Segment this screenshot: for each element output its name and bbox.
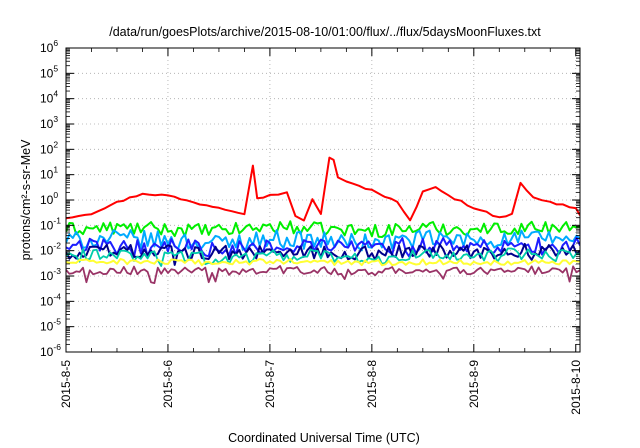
y-tick-label-base: 10: [40, 345, 54, 359]
y-tick-label: 104: [40, 89, 58, 106]
y-tick-label-base: 10: [40, 269, 54, 283]
series-group: [66, 156, 580, 284]
y-tick-label-base: 10: [40, 294, 54, 308]
y-tick-label-exponent: 2: [53, 139, 58, 149]
x-tick-label: 2015-8-8: [365, 360, 379, 408]
y-tick-label: 10-4: [40, 291, 61, 308]
y-tick-label-base: 10: [40, 142, 54, 156]
y-tick-label-exponent: -5: [53, 317, 61, 327]
y-tick-label: 10-5: [40, 317, 61, 334]
series-line: [66, 257, 580, 267]
y-tick-label: 103: [40, 114, 58, 131]
y-tick-label-exponent: -2: [53, 241, 61, 251]
axis-ticks: 10-610-510-410-310-210-11001011021031041…: [40, 38, 583, 415]
x-tick-label: 2015-8-10: [569, 360, 583, 415]
y-tick-label: 101: [40, 165, 58, 182]
y-tick-label-base: 10: [40, 168, 54, 182]
y-tick-label: 105: [40, 63, 58, 80]
y-tick-label-base: 10: [40, 41, 54, 55]
series-line: [66, 247, 580, 267]
x-tick-label: 2015-8-6: [161, 360, 175, 408]
y-tick-label-exponent: -4: [53, 291, 61, 301]
y-tick-label-exponent: 4: [53, 89, 58, 99]
y-tick-label-exponent: 1: [53, 165, 58, 175]
y-tick-label: 10-3: [40, 266, 61, 283]
y-tick-label-exponent: 0: [53, 190, 58, 200]
x-tick-label: 2015-8-5: [59, 360, 73, 408]
series-line: [66, 220, 580, 238]
y-tick-label-exponent: 6: [53, 38, 58, 48]
y-tick-label: 100: [40, 190, 58, 207]
y-tick-label: 102: [40, 139, 58, 156]
y-axis-label: protons/cm²-s-sr-MeV: [19, 139, 33, 261]
y-tick-label: 10-1: [40, 215, 61, 232]
y-tick-label-exponent: 5: [53, 63, 58, 73]
series-line: [66, 236, 580, 258]
series-line: [66, 156, 580, 222]
y-tick-label-base: 10: [40, 66, 54, 80]
x-tick-label: 2015-8-9: [467, 360, 481, 408]
x-axis-label: Coordinated Universal Time (UTC): [228, 431, 420, 445]
y-tick-label: 10-6: [40, 342, 61, 359]
y-tick-label: 10-2: [40, 241, 61, 258]
x-tick-label: 2015-8-7: [263, 360, 277, 408]
y-tick-label-base: 10: [40, 244, 54, 258]
y-tick-label: 106: [40, 38, 58, 55]
y-tick-label-base: 10: [40, 193, 54, 207]
y-tick-label-base: 10: [40, 92, 54, 106]
chart-title: /data/run/goesPlots/archive/2015-08-10/0…: [109, 25, 541, 39]
series-line: [66, 265, 580, 284]
y-tick-label-base: 10: [40, 320, 54, 334]
y-tick-label-exponent: -1: [53, 215, 61, 225]
y-tick-label-exponent: -3: [53, 266, 61, 276]
y-tick-label-exponent: -6: [53, 342, 61, 352]
y-tick-label-base: 10: [40, 117, 54, 131]
plot-frame: [65, 47, 581, 353]
y-tick-label-exponent: 3: [53, 114, 58, 124]
y-tick-label-base: 10: [40, 218, 54, 232]
